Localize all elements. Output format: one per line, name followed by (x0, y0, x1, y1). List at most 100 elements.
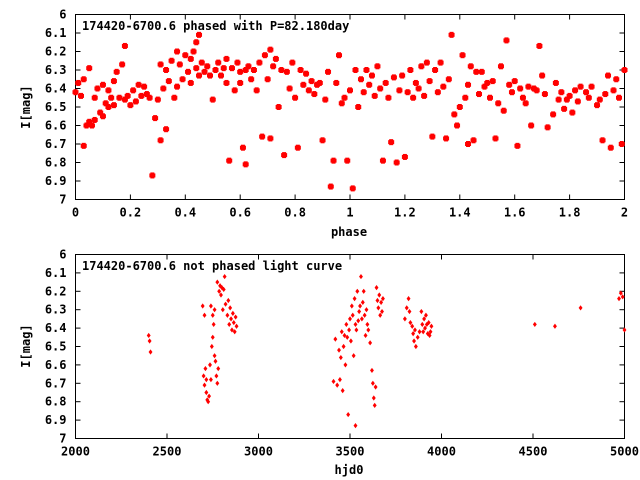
phased-data-point (599, 137, 606, 144)
phased-data-point (432, 67, 439, 73)
unphased-data-point (421, 329, 426, 335)
unphased-chart-title: 174420-6700.6 not phased light curve (82, 259, 342, 273)
phased-data-point (217, 72, 224, 79)
unphased-data-point (340, 388, 345, 394)
phased-data-point (572, 87, 579, 94)
unphased-data-point (368, 340, 373, 346)
phased-xtick-label: 0 (72, 206, 79, 220)
phased-ytick-label: 6.2 (45, 45, 67, 59)
phased-data-point (344, 157, 351, 164)
phased-data-point (539, 72, 546, 79)
phased-data-point (190, 48, 197, 55)
unphased-data-point (346, 411, 351, 418)
unphased-data-point (209, 343, 214, 350)
unphased-data-point (344, 321, 349, 328)
unphased-data-point (147, 338, 152, 344)
phased-data-point (445, 76, 452, 83)
phased-data-point (275, 104, 282, 110)
phased-data-point (621, 67, 628, 73)
phased-ytick-label: 6.7 (45, 137, 67, 151)
phased-data-point (410, 94, 417, 101)
unphased-data-point (341, 343, 346, 350)
unphased-data-point (206, 399, 211, 405)
unphased-data-point (356, 318, 361, 324)
unphased-data-point (429, 323, 434, 329)
unphased-xtick-label: 4500 (519, 445, 548, 459)
phased-data-point (77, 92, 84, 99)
phased-data-point (325, 68, 332, 75)
unphased-data-point (345, 334, 350, 340)
phased-ytick-label: 7 (59, 193, 66, 207)
phased-data-point (286, 85, 293, 92)
unphased-data-point (422, 316, 427, 322)
phased-data-point (596, 96, 603, 103)
unphased-data-point (364, 307, 369, 313)
unphased-data-point (428, 329, 433, 335)
phased-data-point (212, 67, 219, 73)
unphased-ytick-label: 6.2 (45, 284, 67, 298)
phased-ytick-label: 6.5 (45, 100, 67, 114)
unphased-data-point (201, 373, 206, 379)
unphased-data-point (365, 321, 370, 328)
phased-data-point (347, 87, 353, 94)
phased-data-point (157, 61, 164, 68)
unphased-data-point (337, 347, 341, 353)
unphased-xtick-label: 3000 (244, 445, 273, 459)
unphased-data-point (410, 323, 415, 329)
phased-data-point (355, 104, 362, 110)
phased-data-point (448, 31, 455, 38)
phased-data-point (423, 59, 430, 66)
phased-data-point (196, 72, 203, 79)
phased-data-point (204, 63, 211, 70)
phased-data-point (558, 89, 565, 96)
phased-data-point (396, 87, 403, 94)
unphased-data-point (402, 316, 407, 322)
unphased-data-point (221, 286, 226, 293)
unphased-data-point (216, 365, 221, 372)
phased-data-point (91, 116, 98, 123)
phased-data-point (72, 89, 79, 96)
phased-data-point (80, 142, 87, 149)
unphased-data-point (358, 303, 363, 309)
phased-chart-ticks: 0 0.2 0.4 0.6 0.8 1 1.2 1.4 1.6 1.8 2 6 6.1 6.2 6.3 6.4… (45, 8, 628, 220)
unphased-data-point (359, 316, 364, 322)
unphased-data-point (342, 332, 347, 339)
phased-data-point (119, 61, 126, 68)
unphased-data-point (371, 395, 376, 401)
phased-data-point (555, 96, 562, 103)
phased-data-point (138, 92, 145, 99)
unphased-data-point (377, 292, 382, 298)
phased-data-point (259, 133, 266, 140)
phased-data-point (470, 137, 477, 144)
phased-data-point (443, 135, 450, 142)
phased-data-point (338, 100, 345, 107)
unphased-data-point (212, 307, 217, 313)
unphased-data-point (363, 332, 368, 339)
phased-data-point (110, 78, 117, 85)
phased-ytick-label: 6.6 (45, 119, 67, 133)
phased-data-point (486, 94, 493, 101)
phased-data-point (533, 87, 540, 94)
unphased-data-point (343, 362, 348, 368)
phased-data-point (349, 185, 356, 192)
phased-data-point (168, 57, 175, 64)
unphased-data-point (230, 327, 234, 333)
phased-data-point (165, 78, 172, 85)
unphased-data-point (578, 305, 583, 311)
phased-ytick-label: 6.3 (45, 63, 67, 77)
phased-xtick-label: 1.2 (394, 206, 416, 220)
phased-data-point (327, 183, 334, 190)
phased-data-point (121, 96, 128, 103)
unphased-ytick-label: 6.4 (45, 321, 67, 335)
unphased-data-point (379, 299, 384, 305)
phased-chart-title: 174420-6700.6 phased with P=82.180day (82, 19, 349, 33)
phased-data-point (267, 46, 274, 53)
phased-xtick-label: 1.8 (559, 206, 581, 220)
unphased-data-point (208, 303, 213, 309)
phased-data-point (297, 67, 304, 73)
phased-data-point (91, 94, 98, 101)
unphased-data-point (338, 354, 343, 361)
unphased-chart-xlabel: hjd0 (335, 463, 364, 477)
phased-data-point (185, 68, 192, 75)
